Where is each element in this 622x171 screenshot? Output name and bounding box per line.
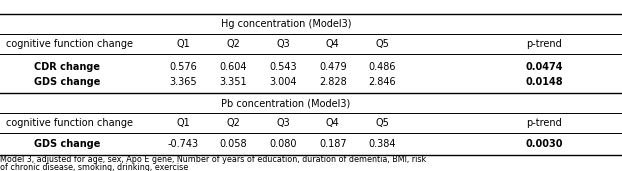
Text: Model 3, adjusted for age, sex, Apo E gene, Number of years of education, durati: Model 3, adjusted for age, sex, Apo E ge… [0,155,426,164]
Text: -0.743: -0.743 [168,140,199,149]
Text: Q4: Q4 [326,39,340,49]
Text: cognitive function change: cognitive function change [6,39,133,49]
Text: 0.0474: 0.0474 [526,62,563,72]
Text: 0.479: 0.479 [319,62,346,72]
Text: Q2: Q2 [226,118,240,128]
Text: 3.365: 3.365 [170,77,197,87]
Text: 0.604: 0.604 [220,62,247,72]
Text: 0.486: 0.486 [369,62,396,72]
Text: 3.004: 3.004 [269,77,297,87]
Text: 0.0030: 0.0030 [526,140,563,149]
Text: Hg concentration (Model3): Hg concentration (Model3) [221,19,351,29]
Text: CDR change: CDR change [34,62,100,72]
Text: Q2: Q2 [226,39,240,49]
Text: 3.351: 3.351 [220,77,247,87]
Text: 0.576: 0.576 [170,62,197,72]
Text: Q4: Q4 [326,118,340,128]
Text: 0.0148: 0.0148 [526,77,563,87]
Text: 0.187: 0.187 [319,140,346,149]
Text: Q3: Q3 [276,118,290,128]
Text: 0.384: 0.384 [369,140,396,149]
Text: cognitive function change: cognitive function change [6,118,133,128]
Text: 2.846: 2.846 [369,77,396,87]
Text: 2.828: 2.828 [319,77,346,87]
Text: Q1: Q1 [177,118,190,128]
Text: GDS change: GDS change [34,140,101,149]
Text: 0.058: 0.058 [220,140,247,149]
Text: Q1: Q1 [177,39,190,49]
Text: Q3: Q3 [276,39,290,49]
Text: GDS change: GDS change [34,77,101,87]
Text: of chronic disease, smoking, drinking, exercise: of chronic disease, smoking, drinking, e… [0,163,188,171]
Text: Q5: Q5 [376,39,389,49]
Text: 0.080: 0.080 [269,140,297,149]
Text: p-trend: p-trend [526,118,562,128]
Text: p-trend: p-trend [526,39,562,49]
Text: Pb concentration (Model3): Pb concentration (Model3) [221,98,351,108]
Text: 0.543: 0.543 [269,62,297,72]
Text: Q5: Q5 [376,118,389,128]
